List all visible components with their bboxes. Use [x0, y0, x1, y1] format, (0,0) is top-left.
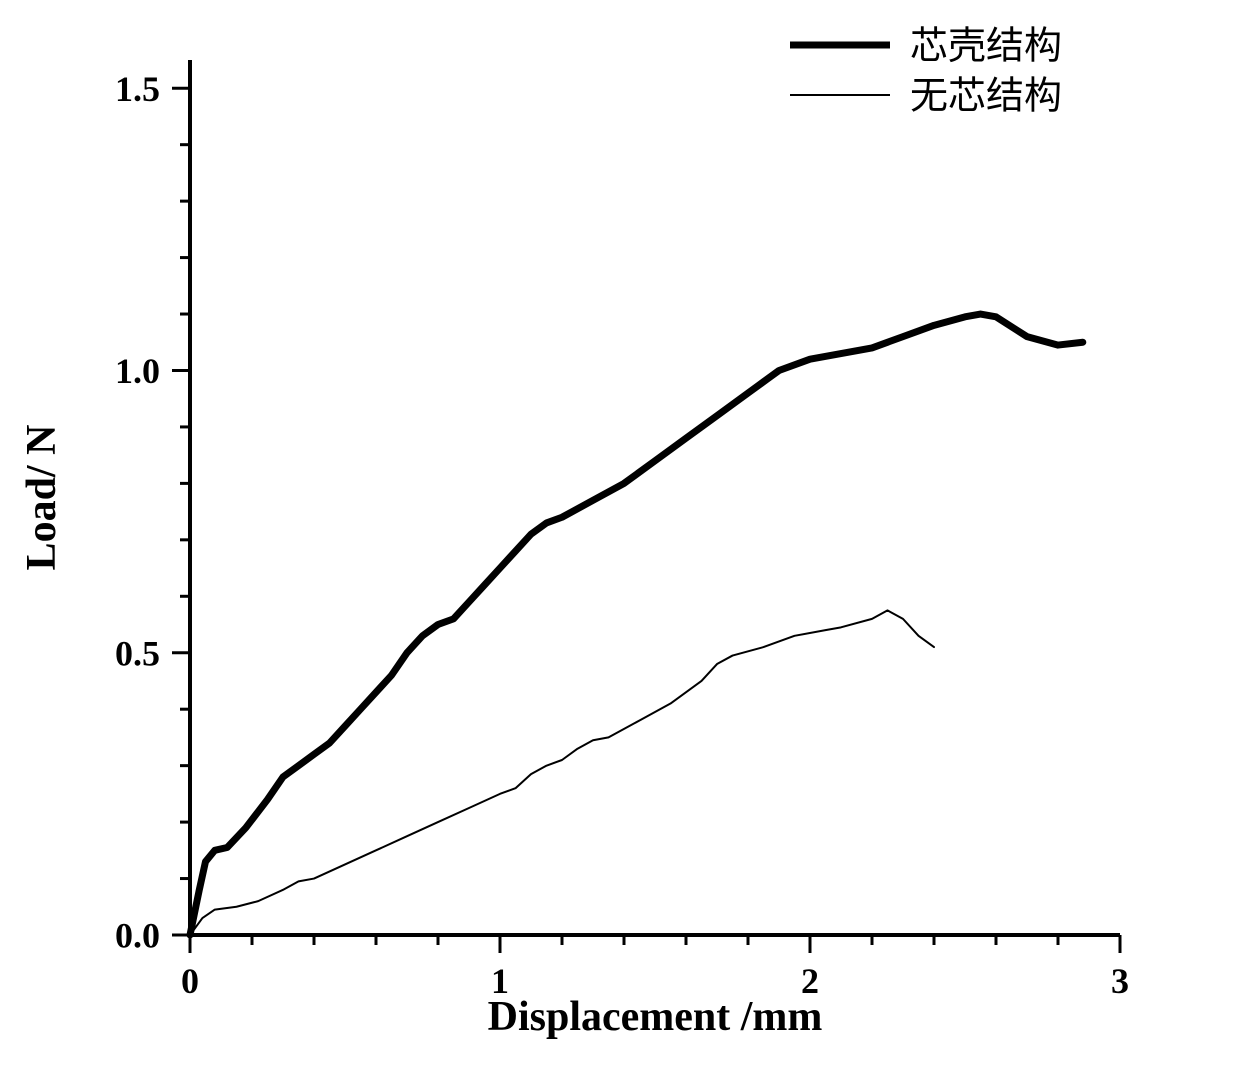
y-tick-label: 1.0 [115, 351, 160, 391]
x-axis-label: Displacement /mm [488, 994, 823, 1040]
x-tick-label: 3 [1111, 961, 1129, 1001]
chart-container: 01230.00.51.01.5Displacement /mmLoad/ N芯… [0, 0, 1240, 1073]
legend-label: 无芯结构 [910, 75, 1062, 117]
x-tick-label: 0 [181, 961, 199, 1001]
y-tick-label: 1.5 [115, 69, 160, 109]
legend-label: 芯壳结构 [910, 25, 1062, 67]
y-tick-label: 0.5 [115, 633, 160, 673]
load-displacement-chart: 01230.00.51.01.5Displacement /mmLoad/ N芯… [0, 0, 1240, 1073]
y-axis-label: Load/ N [19, 425, 65, 571]
y-tick-label: 0.0 [115, 916, 160, 956]
